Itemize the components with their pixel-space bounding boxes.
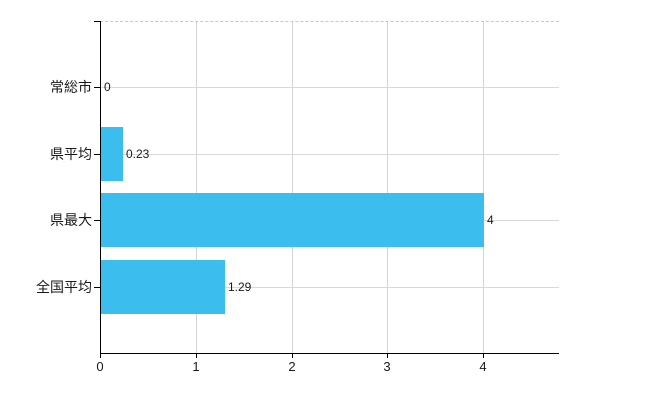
category-label: 常総市 xyxy=(50,79,92,95)
horizontal-gridline xyxy=(101,154,559,155)
x-axis-tick xyxy=(387,353,388,358)
horizontal-gridline xyxy=(101,287,559,288)
category-label: 県平均 xyxy=(50,146,92,162)
y-axis-tick xyxy=(94,154,101,155)
x-axis-tick xyxy=(292,353,293,358)
x-axis-tick-label: 4 xyxy=(479,359,487,374)
bar-value-label: 0 xyxy=(104,80,111,94)
x-axis-tick xyxy=(100,353,101,358)
vertical-gridline xyxy=(196,22,197,353)
vertical-gridline xyxy=(292,22,293,353)
y-axis-tick xyxy=(94,287,101,288)
bar-value-label: 4 xyxy=(487,213,494,227)
x-axis-tick-label: 2 xyxy=(288,359,296,374)
bar xyxy=(101,193,484,247)
x-axis-tick-label: 3 xyxy=(383,359,391,374)
category-label: 県最大 xyxy=(50,212,92,228)
bar xyxy=(101,127,123,181)
vertical-gridline xyxy=(387,22,388,353)
plot-area xyxy=(100,21,559,354)
x-axis-tick-label: 1 xyxy=(192,359,200,374)
x-axis-tick xyxy=(196,353,197,358)
category-label: 全国平均 xyxy=(36,279,92,295)
horizontal-gridline xyxy=(101,87,559,88)
bar xyxy=(101,260,225,314)
y-axis-tick xyxy=(94,87,101,88)
bar-value-label: 1.29 xyxy=(228,280,252,294)
bar-value-label: 0.23 xyxy=(126,147,150,161)
y-axis-end-tick xyxy=(94,21,101,22)
x-axis-tick xyxy=(483,353,484,358)
vertical-gridline xyxy=(483,22,484,353)
x-axis-tick-label: 0 xyxy=(96,359,104,374)
y-axis-tick xyxy=(94,220,101,221)
